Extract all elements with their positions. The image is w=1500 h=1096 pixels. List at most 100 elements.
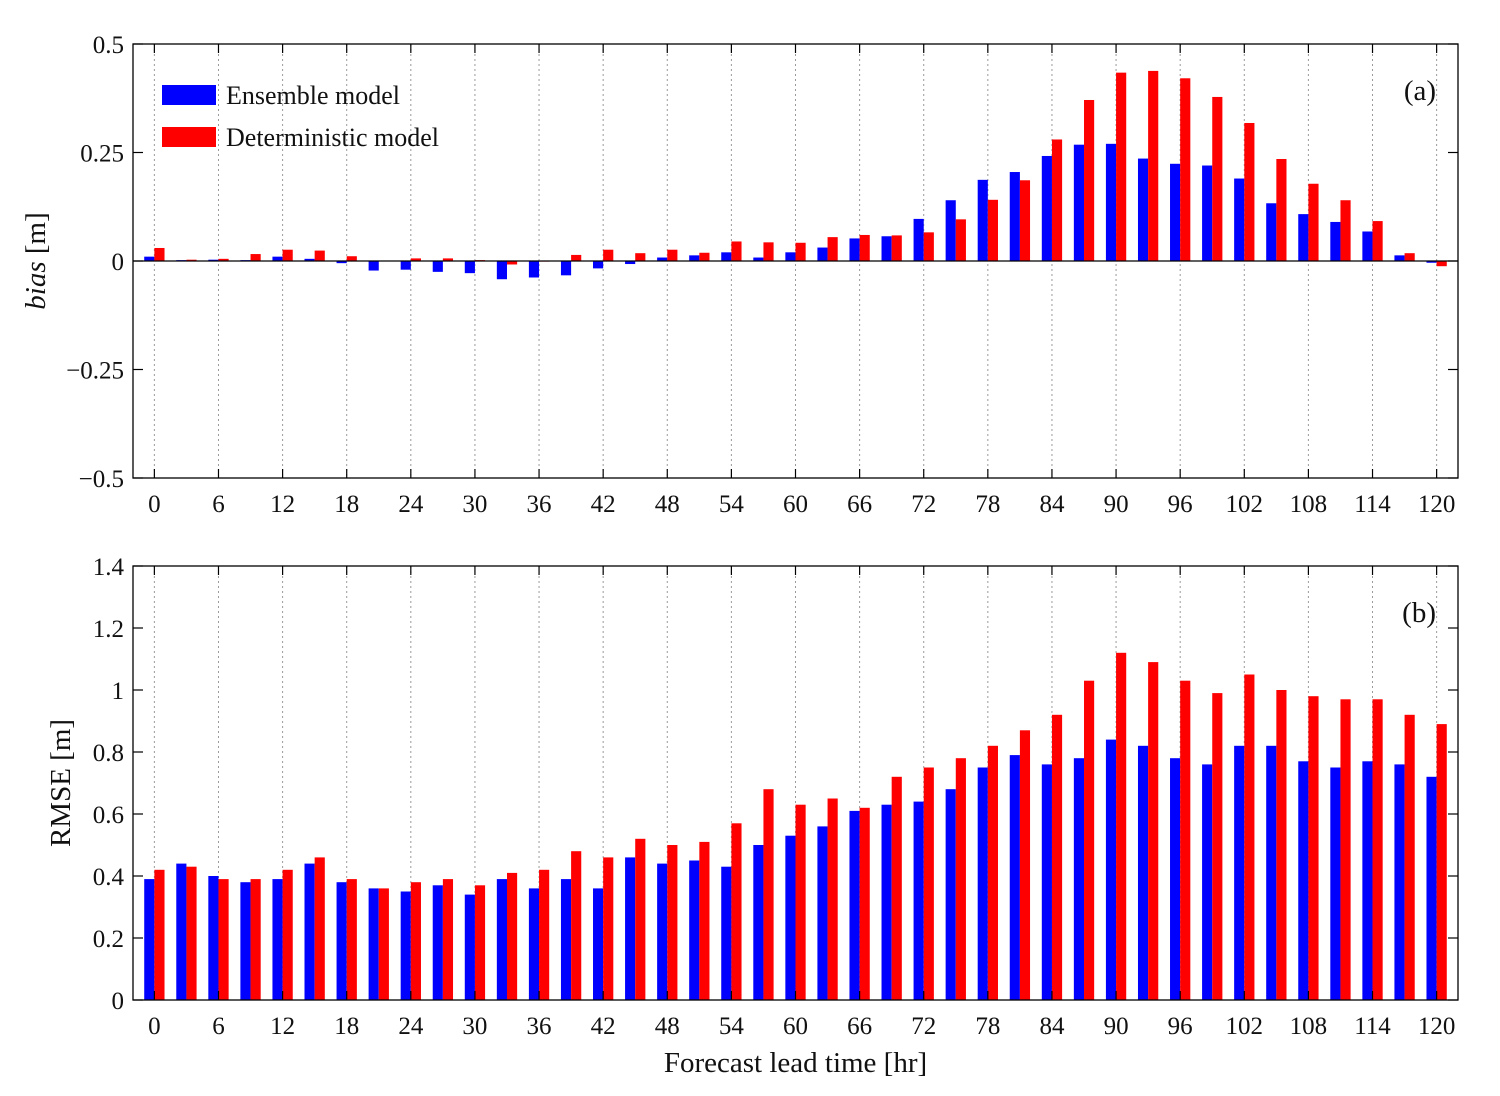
ensemble-bar — [625, 857, 636, 1000]
deterministic-bar — [1084, 99, 1095, 262]
deterministic-bar — [1116, 652, 1127, 1000]
panel-b-rmse-chart: 0 6 12 18 24 30 36 42 48 54 60 66 72 78 84 90 96 102 108 11… — [45, 554, 1459, 1079]
x-tick-label: 108 — [1290, 491, 1328, 518]
deterministic-bar — [410, 882, 421, 1000]
ensemble-bar — [721, 252, 732, 261]
x-tick-label: 114 — [1354, 1013, 1391, 1040]
ensemble-bar — [1362, 231, 1373, 261]
ensemble-bar — [1170, 758, 1181, 1000]
deterministic-bar — [763, 789, 774, 1000]
x-tick-label: 96 — [1168, 1013, 1193, 1040]
deterministic-bar — [699, 252, 710, 261]
y-tick-label: 0 — [112, 249, 125, 276]
ensemble-bar — [304, 258, 315, 261]
y-tick-label: 0.2 — [93, 926, 124, 953]
deterministic-bar — [282, 249, 293, 261]
x-tick-label: 42 — [591, 491, 616, 518]
deterministic-bar — [1276, 159, 1287, 261]
ensemble-bar — [1266, 203, 1277, 261]
ensemble-bar — [432, 885, 443, 1000]
ensemble-bar — [753, 845, 764, 1000]
ensemble-bar — [625, 261, 636, 265]
ensemble-bar — [496, 879, 507, 1000]
deterministic-bar — [827, 237, 838, 261]
x-tick-label: 30 — [462, 491, 487, 518]
ensemble-bar — [785, 252, 796, 261]
deterministic-bar — [1244, 674, 1255, 1000]
deterministic-bar — [955, 758, 966, 1000]
y-tick-label: 1.4 — [93, 554, 125, 581]
deterministic-bar — [218, 258, 229, 261]
deterministic-bar — [571, 851, 582, 1000]
deterministic-bar — [154, 247, 165, 261]
x-tick-label: 90 — [1104, 1013, 1129, 1040]
deterministic-bar — [1276, 690, 1287, 1000]
x-tick-label: 84 — [1039, 491, 1065, 518]
deterministic-bar — [1340, 200, 1351, 261]
deterministic-bar — [474, 885, 486, 1000]
ensemble-bar — [593, 261, 604, 269]
x-tick-label: 6 — [212, 1013, 225, 1040]
x-tick-label: 72 — [911, 491, 936, 518]
deterministic-bar — [635, 253, 646, 261]
deterministic-bar — [987, 199, 998, 261]
ensemble-bar — [1394, 764, 1405, 1000]
ensemble-bar — [1009, 755, 1020, 1000]
ensemble-bar — [1170, 163, 1181, 261]
y-axis-title: bias [m] — [20, 212, 52, 309]
ensemble-bar — [368, 261, 379, 271]
deterministic-bar — [154, 869, 165, 1000]
deterministic-bar — [1404, 253, 1415, 261]
ensemble-bar — [1202, 165, 1213, 261]
ensemble-bar — [1137, 158, 1149, 261]
y-axis-title-italic: bias — [20, 261, 52, 309]
legend-label: Deterministic model — [226, 123, 439, 152]
x-tick-label: 84 — [1039, 1013, 1065, 1040]
deterministic-bar — [1116, 72, 1127, 261]
ensemble-bar — [560, 261, 572, 276]
deterministic-bar — [635, 838, 646, 1000]
deterministic-bar — [1436, 261, 1447, 267]
x-tick-label: 90 — [1104, 491, 1129, 518]
y-tick-label: 0 — [112, 988, 125, 1015]
ensemble-bar — [1266, 745, 1277, 1000]
x-tick-label: 36 — [527, 1013, 552, 1040]
ensemble-bar — [657, 863, 668, 1000]
deterministic-bar — [603, 249, 614, 261]
y-tick-label: −0.25 — [66, 358, 124, 385]
ensemble-bar — [1298, 214, 1309, 261]
ensemble-bar — [144, 256, 155, 261]
y-tick-label: 0.8 — [93, 740, 124, 767]
ensemble-bar — [496, 261, 507, 280]
ensemble-bar — [464, 894, 475, 1000]
deterministic-bar — [731, 823, 742, 1000]
x-tick-label: 66 — [847, 1013, 872, 1040]
x-tick-label: 12 — [270, 1013, 295, 1040]
deterministic-bar — [859, 807, 870, 1000]
x-tick-label: 0 — [148, 491, 161, 518]
ensemble-bar — [881, 804, 892, 1000]
deterministic-bar — [1180, 680, 1191, 1000]
y-axis-title-unit: [m] — [20, 212, 52, 261]
x-tick-label: 66 — [847, 491, 872, 518]
deterministic-bar — [250, 254, 261, 261]
x-tick-label: 30 — [462, 1013, 487, 1040]
deterministic-bar — [923, 232, 934, 261]
ensemble-bar — [689, 860, 700, 1000]
deterministic-bar — [539, 869, 550, 1000]
deterministic-bar — [1019, 730, 1031, 1000]
deterministic-bar — [699, 841, 710, 1000]
deterministic-bar — [1212, 96, 1223, 261]
deterministic-bar — [891, 235, 902, 261]
y-tick-label: 0.6 — [93, 802, 124, 829]
ensemble-bar — [560, 879, 572, 1000]
panel-label: (b) — [1402, 597, 1436, 629]
deterministic-bar — [571, 254, 582, 261]
x-tick-label: 6 — [212, 491, 225, 518]
deterministic-bar — [1051, 714, 1063, 1000]
ensemble-bar — [1073, 144, 1085, 261]
x-tick-label: 120 — [1418, 491, 1456, 518]
ensemble-bar — [208, 876, 219, 1000]
x-tick-label: 24 — [398, 491, 424, 518]
